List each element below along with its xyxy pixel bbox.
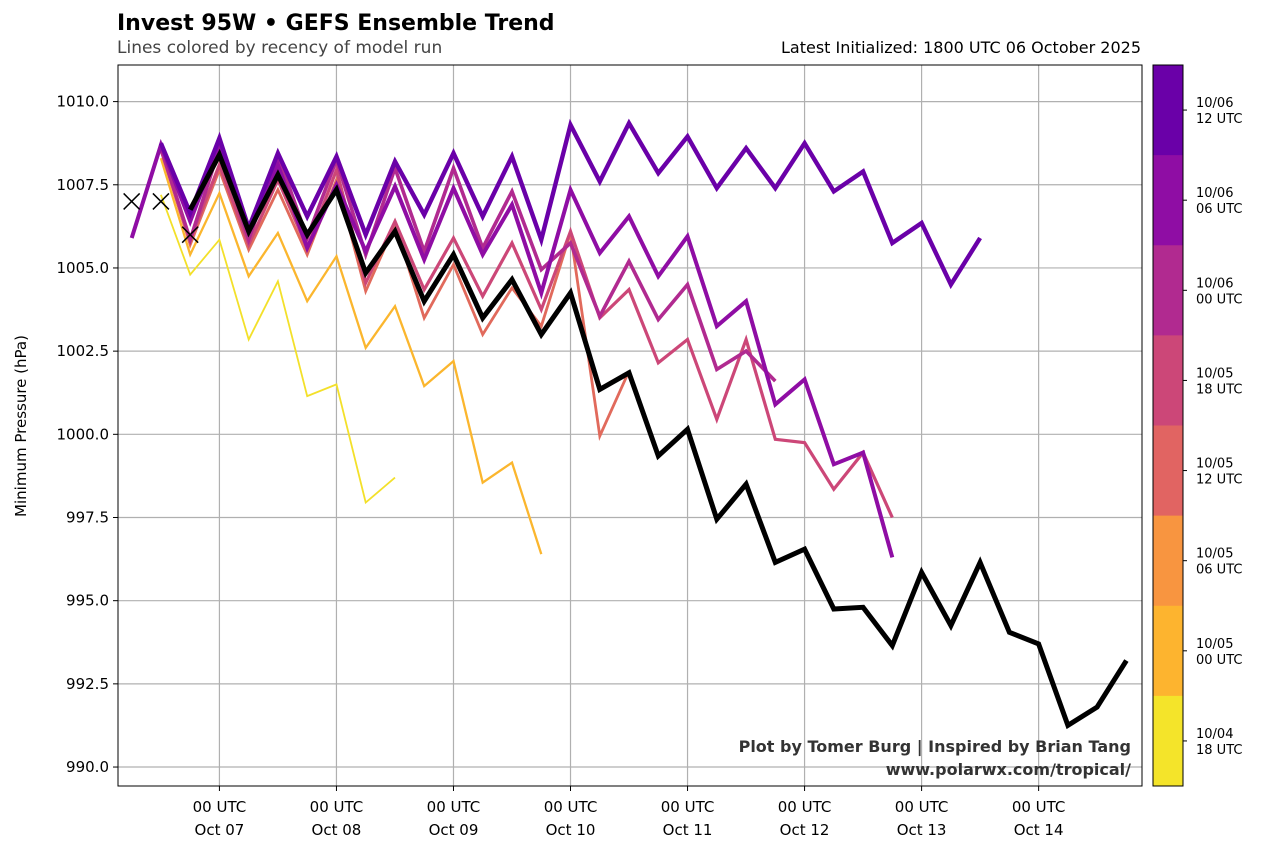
series-line-10-06-12-utc bbox=[158, 118, 982, 290]
credit-line-2: www.polarwx.com/tropical/ bbox=[886, 760, 1131, 779]
y-tick-label: 992.5 bbox=[66, 675, 109, 693]
series-lines bbox=[129, 118, 1129, 730]
colorbar-label-date: 10/05 bbox=[1196, 457, 1233, 472]
x-tick-label-date: Oct 13 bbox=[897, 821, 947, 839]
colorbar-label-time: 12 UTC bbox=[1196, 473, 1242, 488]
colorbar-label-time: 18 UTC bbox=[1196, 743, 1242, 758]
chart-subtitle: Lines colored by recency of model run bbox=[117, 38, 442, 58]
observed-x-marker bbox=[152, 192, 170, 210]
colorbar-label-time: 00 UTC bbox=[1196, 292, 1242, 307]
x-tick-label-time: 00 UTC bbox=[895, 798, 949, 816]
y-tick-label: 1005.0 bbox=[57, 259, 110, 277]
chart-title: Invest 95W • GEFS Ensemble Trend bbox=[117, 11, 555, 36]
marker-stroke bbox=[181, 226, 199, 244]
series-line-10-04-18-utc bbox=[160, 194, 396, 505]
x-tick-label-date: Oct 08 bbox=[312, 821, 362, 839]
axis-ticks: 990.0 992.5 995.0 997.5 1000.0 1002.5 1005.0 10… bbox=[57, 93, 1066, 839]
colorbar-label-time: 06 UTC bbox=[1196, 202, 1242, 217]
x-tick-label-time: 00 UTC bbox=[544, 798, 598, 816]
x-tick-label-date: Oct 12 bbox=[780, 821, 830, 839]
colorbar-segment bbox=[1153, 605, 1183, 697]
credit-line-1: Plot by Tomer Burg | Inspired by Brian T… bbox=[739, 737, 1131, 757]
observed-x-marker bbox=[181, 226, 199, 244]
x-tick-label-date: Oct 11 bbox=[663, 821, 713, 839]
y-tick-label: 995.0 bbox=[66, 592, 109, 610]
y-axis-label: Minimum Pressure (hPa) bbox=[12, 335, 30, 517]
plot-frame bbox=[117, 64, 1143, 787]
series-line-10-05-00-utc bbox=[159, 157, 543, 555]
colorbar-label-date: 10/04 bbox=[1196, 727, 1233, 742]
x-tick-label-time: 00 UTC bbox=[310, 798, 364, 816]
y-tick-label: 1000.0 bbox=[57, 425, 110, 443]
y-tick-label: 990.0 bbox=[66, 758, 109, 776]
colorbar-label-date: 10/05 bbox=[1196, 547, 1233, 562]
series-line-10-05-18-utc bbox=[159, 149, 894, 519]
observed-x-marker bbox=[123, 192, 141, 210]
x-tick-label-time: 00 UTC bbox=[661, 798, 715, 816]
colorbar-label-date: 10/05 bbox=[1196, 637, 1233, 652]
x-tick-label-time: 00 UTC bbox=[193, 798, 247, 816]
colorbar-segment bbox=[1153, 245, 1183, 336]
colorbar-label-date: 10/06 bbox=[1196, 276, 1233, 291]
x-tick-label-time: 00 UTC bbox=[778, 798, 832, 816]
colorbar-frame bbox=[1152, 64, 1184, 787]
colorbar-label-time: 12 UTC bbox=[1196, 112, 1242, 127]
colorbar-segment bbox=[1153, 335, 1183, 426]
colorbar-segment bbox=[1153, 155, 1183, 246]
x-tick-label-date: Oct 14 bbox=[1014, 821, 1064, 839]
y-tick-label: 997.5 bbox=[66, 508, 109, 526]
colorbar-label-date: 10/06 bbox=[1196, 186, 1233, 201]
marker-stroke bbox=[123, 192, 141, 210]
colorbar-label-time: 06 UTC bbox=[1196, 563, 1242, 578]
colorbar-segment bbox=[1153, 695, 1183, 787]
x-tick-label-date: Oct 10 bbox=[546, 821, 596, 839]
colorbar-segment bbox=[1153, 65, 1183, 156]
colorbar-label-time: 00 UTC bbox=[1196, 653, 1242, 668]
x-tick-label-date: Oct 07 bbox=[195, 821, 245, 839]
colorbar-segment bbox=[1153, 515, 1183, 607]
colorbar-label-time: 18 UTC bbox=[1196, 382, 1242, 397]
series-line-10-06-18-utc-latest- bbox=[187, 148, 1129, 730]
x-tick-label-time: 00 UTC bbox=[1012, 798, 1066, 816]
colorbar-label-date: 10/06 bbox=[1196, 96, 1233, 111]
marker-stroke bbox=[152, 192, 170, 210]
colorbar-segment bbox=[1153, 425, 1183, 517]
y-tick-label: 1007.5 bbox=[57, 176, 110, 194]
observed-markers bbox=[123, 192, 199, 244]
y-tick-label: 1010.0 bbox=[57, 93, 110, 111]
x-tick-label-time: 00 UTC bbox=[427, 798, 481, 816]
y-tick-label: 1002.5 bbox=[57, 342, 110, 360]
colorbar-label-date: 10/05 bbox=[1196, 366, 1233, 381]
init-time-label: Latest Initialized: 1800 UTC 06 October … bbox=[781, 38, 1141, 57]
x-tick-label-date: Oct 09 bbox=[429, 821, 479, 839]
